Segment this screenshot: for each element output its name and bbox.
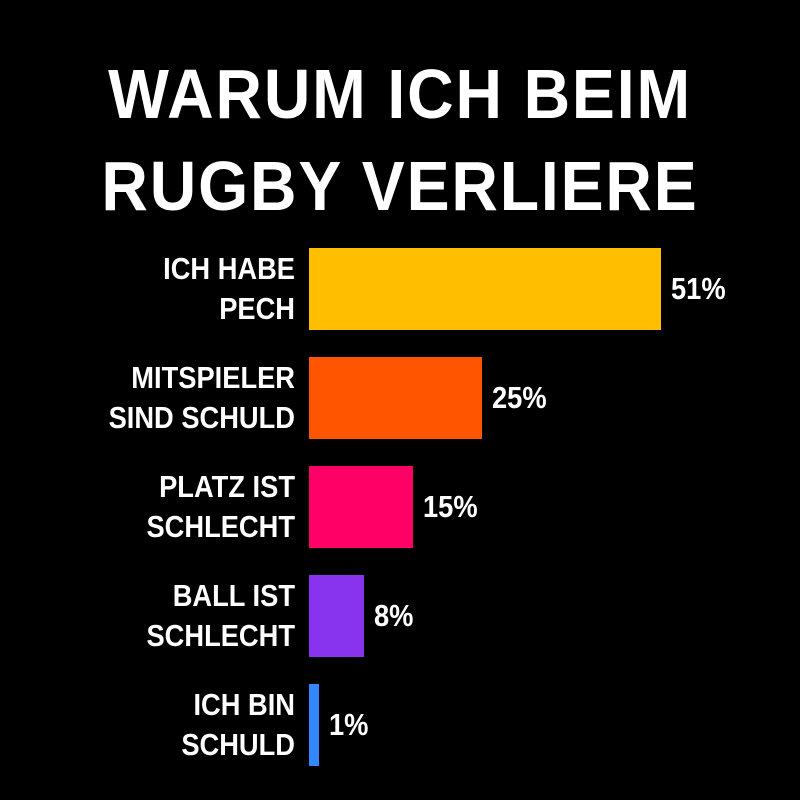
category-label: BALL IST SCHLECHT bbox=[146, 578, 295, 653]
bar bbox=[309, 248, 661, 330]
chart-title: WARUM ICH BEIM RUGBY VERLIERE bbox=[101, 55, 699, 225]
value-label: 8% bbox=[374, 598, 414, 633]
category-label: MITSPIELER SIND SCHULD bbox=[108, 360, 295, 435]
bar bbox=[309, 684, 319, 766]
value-label: 15% bbox=[422, 489, 478, 524]
bar bbox=[309, 357, 482, 439]
bar bbox=[309, 466, 413, 548]
value-label: 51% bbox=[670, 271, 726, 306]
category-label: PLATZ IST SCHLECHT bbox=[146, 469, 295, 544]
category-label: ICH BIN SCHULD bbox=[181, 687, 295, 762]
value-label: 25% bbox=[491, 380, 547, 415]
category-label: ICH HABE PECH bbox=[163, 251, 295, 326]
bar bbox=[309, 575, 365, 657]
value-label: 1% bbox=[329, 707, 369, 742]
